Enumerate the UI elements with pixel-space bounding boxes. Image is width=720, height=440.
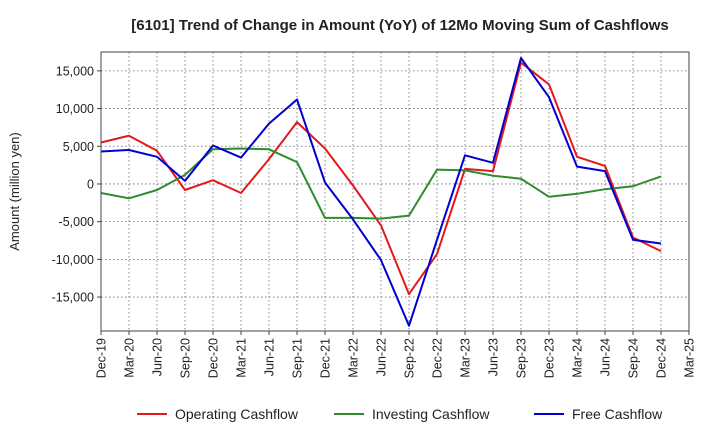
gridlines <box>100 52 690 331</box>
legend-label: Free Cashflow <box>572 406 663 422</box>
x-tick-label: Sep-22 <box>403 338 417 378</box>
x-tick-label: Dec-24 <box>655 338 669 378</box>
x-tick-label: Sep-20 <box>179 338 193 378</box>
x-tick-label: Jun-23 <box>487 338 501 376</box>
x-tick-label: Jun-20 <box>151 338 165 376</box>
x-tick-label: Sep-21 <box>291 338 305 378</box>
x-axis-ticks: Dec-19 Mar-20 Jun-20 Sep-20 Dec-20 Mar-21 Jun-… <box>95 331 697 378</box>
y-axis-ticks: 15,000 10,000 5,000 0 -5,000 -10,000 -15,000 <box>52 64 101 305</box>
plot-area-frame <box>100 51 690 332</box>
x-tick-label: Jun-21 <box>263 338 277 376</box>
x-tick-label: Mar-24 <box>571 338 585 378</box>
x-tick-label: Jun-22 <box>375 338 389 376</box>
series-lines <box>100 57 662 327</box>
y-tick-label: 15,000 <box>56 64 94 78</box>
x-tick-label: Mar-23 <box>459 338 473 378</box>
x-tick-label: Dec-23 <box>543 338 557 378</box>
series-line-investing-cashflow <box>100 147 662 220</box>
x-tick-label: Mar-25 <box>683 338 697 378</box>
y-tick-label: -10,000 <box>52 253 94 267</box>
y-tick-label: 5,000 <box>63 140 94 154</box>
y-tick-label: -15,000 <box>52 291 94 305</box>
x-tick-label: Dec-19 <box>95 338 109 378</box>
x-tick-label: Mar-22 <box>347 338 361 378</box>
legend: Operating Cashflow Investing Cashflow Free… <box>137 406 663 422</box>
y-tick-label: 10,000 <box>56 102 94 116</box>
series-line-operating-cashflow <box>100 61 662 296</box>
x-tick-label: Jun-24 <box>599 338 613 376</box>
y-tick-label: -5,000 <box>59 215 94 229</box>
legend-label: Operating Cashflow <box>175 406 299 422</box>
chart-title: [6101] Trend of Change in Amount (YoY) o… <box>131 17 669 34</box>
x-tick-label: Mar-21 <box>235 338 249 378</box>
x-tick-label: Mar-20 <box>123 338 137 378</box>
y-axis-label: Amount (million yen) <box>7 132 22 251</box>
x-tick-label: Dec-20 <box>207 338 221 378</box>
legend-label: Investing Cashflow <box>372 406 490 422</box>
x-tick-label: Sep-24 <box>627 338 641 378</box>
y-tick-label: 0 <box>87 177 94 191</box>
series-line-free-cashflow <box>100 57 662 327</box>
x-tick-label: Dec-22 <box>431 338 445 378</box>
x-tick-label: Dec-21 <box>319 338 333 378</box>
x-tick-label: Sep-23 <box>515 338 529 378</box>
